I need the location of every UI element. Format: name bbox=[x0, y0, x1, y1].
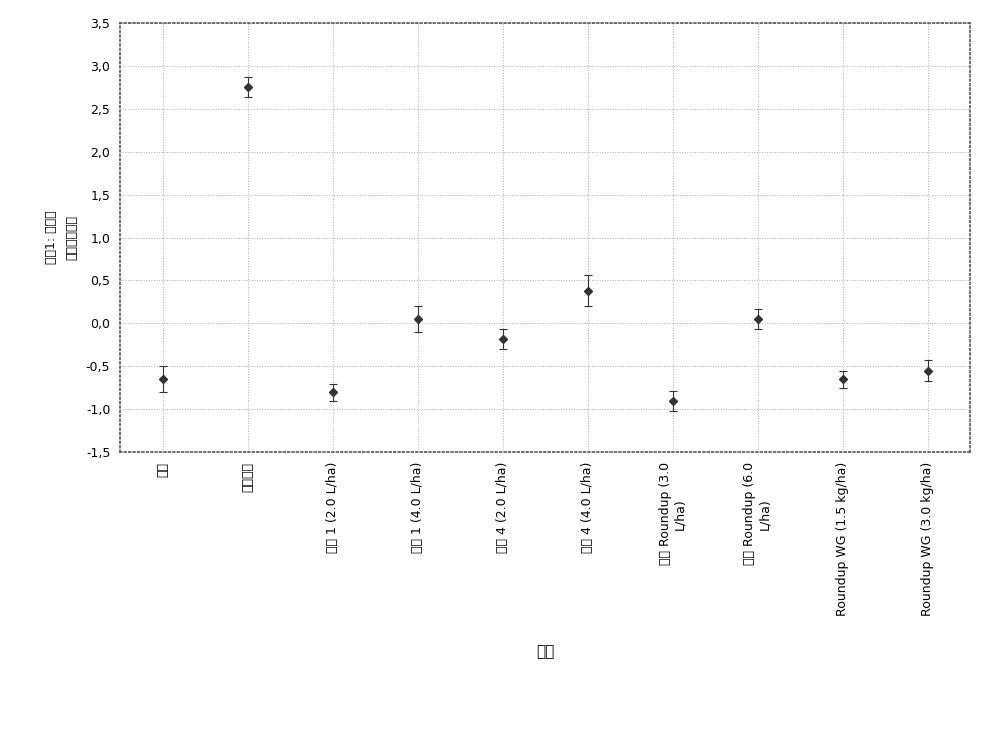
Y-axis label: 要剁1: 饭包草
（控制评分）: 要剁1: 饭包草 （控制评分） bbox=[45, 210, 79, 265]
X-axis label: 处理: 处理 bbox=[536, 644, 554, 659]
